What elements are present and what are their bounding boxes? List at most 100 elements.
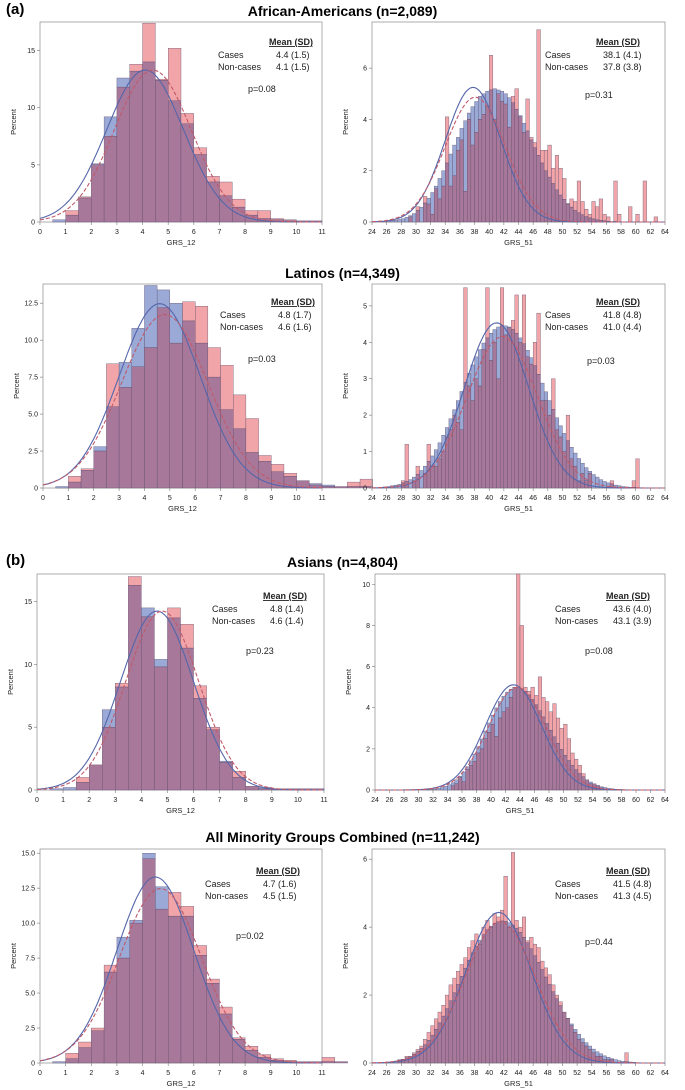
overlap-bar [103, 136, 118, 223]
chart-african-americans-grs12: 0 1 2 3 4 5 6 7 8 9 10 11 0 5 10 15 GRS_12 Percent Mean (S… [0, 18, 340, 248]
noncases-bar [569, 1023, 574, 1026]
legend-noncases-label: Non-cases [218, 62, 262, 72]
x-tick-label: 38 [473, 797, 481, 804]
overlap-bar [511, 102, 516, 223]
cases-bar [576, 180, 581, 213]
overlap-bar [142, 61, 156, 223]
x-tick-label: 24 [368, 495, 376, 502]
overlap-bar [207, 376, 221, 489]
noncases-bar [470, 364, 475, 401]
legend-noncases-label: Non-cases [545, 322, 589, 332]
noncases-bar [412, 476, 417, 481]
cases-bar [617, 214, 622, 222]
noncases-bar [606, 1057, 611, 1060]
x-tick-label: 48 [544, 1070, 552, 1077]
cases-bar [536, 29, 541, 156]
noncases-bar [448, 153, 453, 187]
legend-noncases-label: Non-cases [205, 891, 249, 901]
y-tick-label: 15 [24, 599, 32, 606]
cases-bar [551, 167, 556, 184]
overlap-bar [573, 210, 578, 223]
cases-bar [516, 573, 521, 688]
y-tick-label: 0 [363, 220, 367, 227]
x-tick-label: 56 [603, 797, 611, 804]
cases-bar [128, 576, 142, 586]
x-tick-label: 54 [588, 495, 596, 502]
cases-bar [547, 144, 552, 178]
cases-bar [541, 697, 546, 718]
noncases-bar [584, 1042, 589, 1047]
overlap-bar [193, 154, 207, 223]
noncases-bar [543, 391, 548, 401]
legend-noncases-value: 4.6 (1.6) [278, 322, 312, 332]
x-tick-label: 30 [412, 1070, 420, 1077]
cases-bar [529, 937, 534, 950]
noncases-bar [492, 88, 497, 120]
overlap-bar [481, 934, 486, 1064]
x-tick-label: 28 [397, 229, 405, 236]
noncases-bar [525, 350, 530, 358]
overlap-bar [452, 414, 457, 489]
x-tick-label: 7 [218, 229, 222, 236]
x-tick-label: 34 [444, 797, 452, 804]
noncases-bar [408, 215, 413, 218]
x-tick-label: 46 [529, 495, 537, 502]
overlap-bar [456, 422, 461, 489]
overlap-bar [505, 707, 510, 791]
overlap-bar [489, 360, 494, 489]
overlap-bar [485, 337, 490, 489]
y-tick-label: 5 [363, 303, 367, 310]
cases-bar [245, 418, 259, 453]
overlap-bar [481, 349, 486, 489]
noncases-bar [518, 115, 523, 118]
x-tick-label: 3 [113, 797, 117, 804]
y-tick-label: 4 [363, 925, 367, 932]
x-tick-label: 38 [471, 495, 479, 502]
x-tick-label: 26 [383, 229, 391, 236]
overlap-bar [478, 943, 483, 1064]
noncases-bar [459, 128, 464, 141]
noncases-bar [463, 120, 468, 192]
cases-bar [415, 465, 420, 475]
overlap-bar [430, 465, 435, 489]
cases-bar [602, 214, 607, 221]
group-title-african-americans: African-Americans (n=2,089) [247, 3, 438, 19]
y-tick-label: 0 [363, 486, 367, 493]
y-tick-label: 0 [363, 1061, 367, 1068]
overlap-bar [584, 216, 589, 223]
cases-fit-curve [372, 921, 665, 1064]
overlap-bar [408, 216, 413, 223]
x-tick-label: 64 [661, 797, 669, 804]
overlap-bar [118, 387, 132, 489]
x-tick-label: 56 [603, 1070, 611, 1077]
legend-cases-label: Cases [555, 879, 581, 889]
x-tick-label: 48 [545, 797, 553, 804]
x-tick-label: 52 [574, 797, 582, 804]
x-tick-label: 58 [617, 1070, 625, 1077]
group-title-latinos: Latinos (n=4,349) [285, 265, 400, 281]
cases-bar [423, 1039, 428, 1045]
x-tick-label: 5 [166, 1070, 170, 1077]
cases-bar [566, 738, 571, 761]
legend-noncases-value: 43.1 (3.9) [613, 616, 652, 626]
x-tick-label: 0 [38, 229, 42, 236]
overlap-bar [547, 984, 552, 1064]
overlap-bar [470, 952, 475, 1064]
p-value: p=0.23 [246, 646, 274, 656]
y-tick-label: 0 [366, 788, 370, 795]
x-tick-label: 42 [500, 495, 508, 502]
noncases-bar [591, 1048, 596, 1053]
overlap-bar [441, 185, 446, 223]
y-tick-label: 4 [363, 117, 367, 124]
overlap-bar [492, 923, 497, 1064]
overlap-bar [587, 1049, 592, 1064]
overlap-bar [508, 697, 513, 791]
overlap-bar [500, 101, 505, 223]
overlap-bar [496, 378, 501, 489]
overlap-bar [532, 955, 537, 1064]
overlap-bar [467, 960, 472, 1064]
x-tick-label: 10 [292, 1070, 300, 1077]
legend-noncases-label: Non-cases [555, 891, 599, 901]
cases-bar [551, 378, 556, 410]
cases-bar [220, 365, 234, 410]
